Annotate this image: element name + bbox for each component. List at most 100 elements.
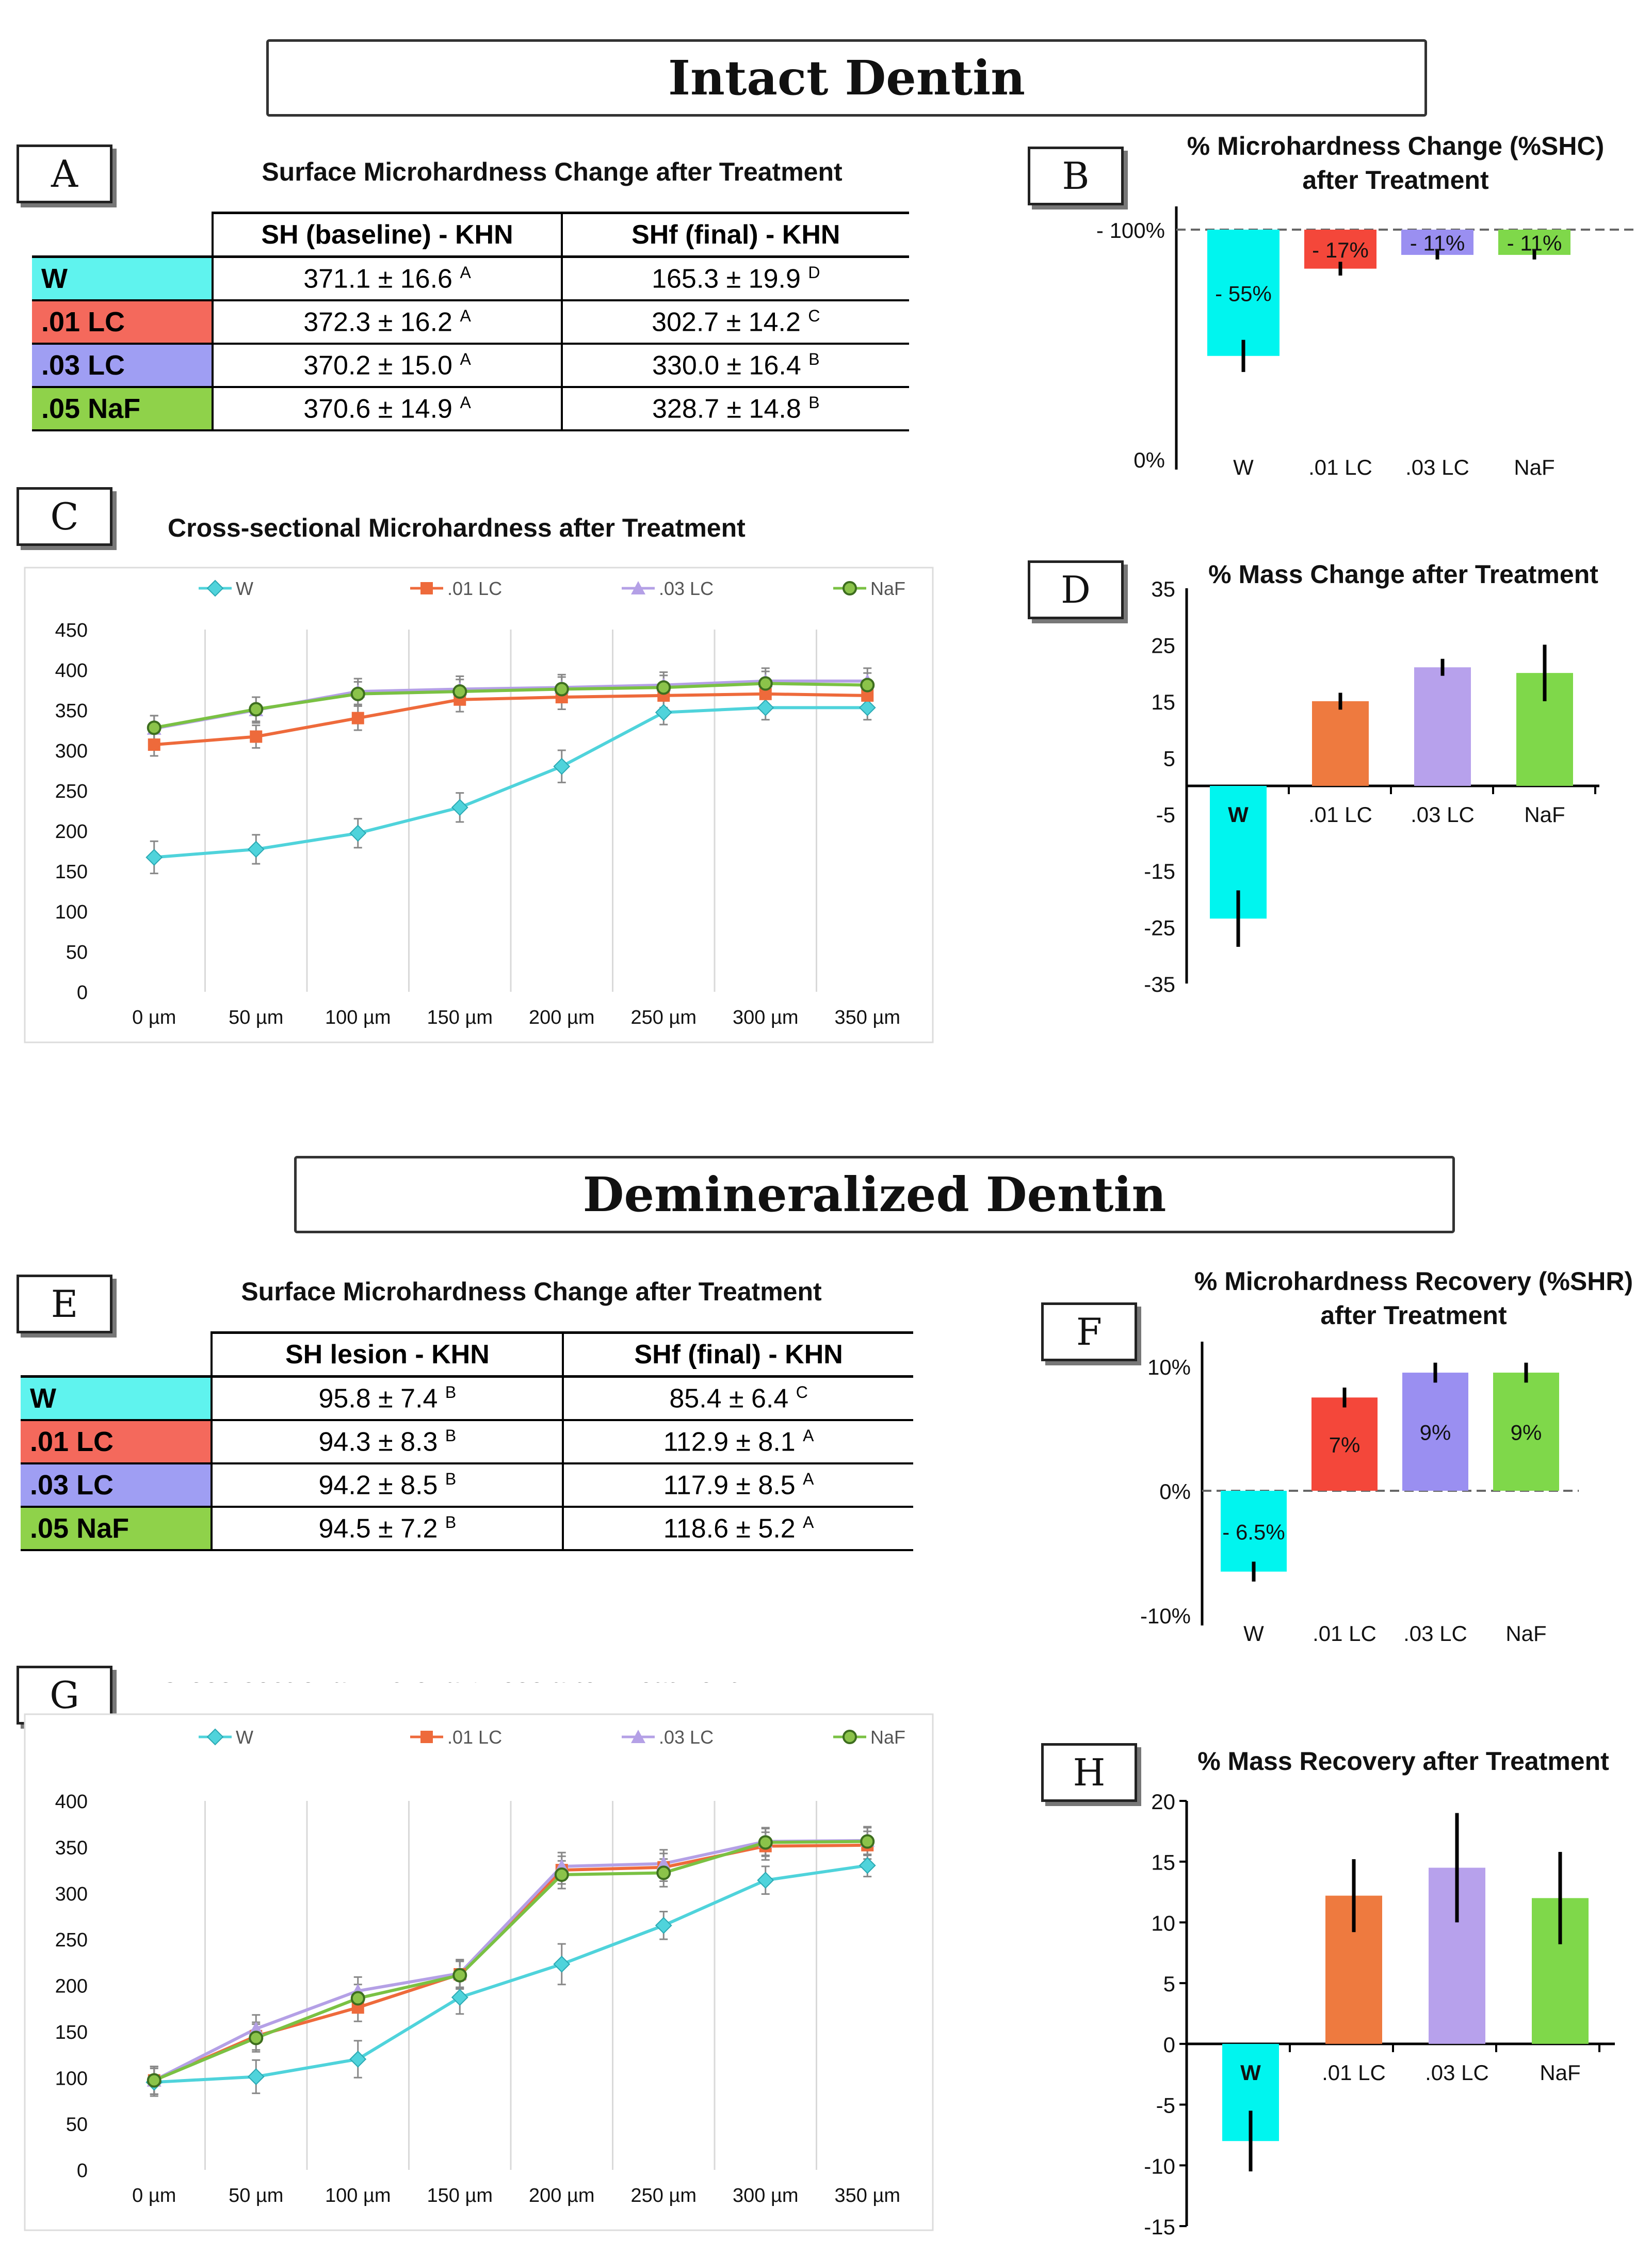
data-point — [860, 1834, 875, 1849]
y-tick-label: 150 — [55, 2022, 88, 2043]
data-point — [860, 678, 875, 692]
data-point — [349, 825, 367, 842]
category-label: NaF — [1524, 802, 1565, 827]
table-e-header-2: SHf (final) - KHN — [562, 1331, 913, 1378]
final-value: 112.9 ± 8.1 A — [562, 1420, 913, 1464]
table-row: W 371.1 ± 16.6 A 165.3 ± 19.9 D — [32, 256, 909, 301]
x-tick-label: 300 µm — [733, 2185, 799, 2206]
series-line-03lc — [153, 1839, 868, 2082]
y-tick-label: 400 — [55, 1791, 88, 1813]
y-tick-label: -10 — [1144, 2154, 1175, 2178]
chart-d-mass-change: % Mass Change after Treatment 35 25 15 5 -5 -1… — [1144, 562, 1599, 996]
chart-h-mass-recovery: % Mass Recovery after Treatment 20 15 10 5 0 -… — [1144, 1749, 1615, 2239]
table-row: .05 NaF 94.5 ± 7.2 B 118.6 ± 5.2 A — [21, 1507, 913, 1551]
data-point — [350, 686, 365, 701]
bar-w — [1207, 230, 1280, 356]
y-tick-label: -15 — [1144, 859, 1175, 883]
x-tick-label: 200 µm — [529, 2185, 595, 2206]
chart-c-cross-sectional: Cross-sectional Microhardness after Trea… — [24, 516, 934, 1043]
data-label: 7% — [1329, 1433, 1361, 1457]
y-tick-label: -35 — [1144, 972, 1175, 996]
data-point — [859, 699, 876, 716]
data-point — [147, 2073, 161, 2088]
chart-title: % Microhardness Change (%SHC) — [1187, 132, 1604, 160]
data-point — [249, 2021, 264, 2035]
x-tick-label: 250 µm — [630, 1007, 697, 1028]
y-tick-label: 20 — [1151, 1790, 1175, 1814]
y-tick-label: 10% — [1147, 1355, 1191, 1379]
data-point — [148, 738, 160, 751]
chart-frame — [24, 1713, 934, 2231]
panel-label-a: A — [17, 144, 112, 203]
y-tick-label: -15 — [1144, 2215, 1175, 2239]
series-line-naf — [153, 1840, 868, 2082]
y-tick-label: 100 — [55, 2068, 88, 2089]
legend-marker — [420, 582, 433, 594]
series-line-01lc — [154, 692, 868, 747]
legend-marker — [420, 1731, 433, 1743]
chart-title-line-2: after Treatment — [1302, 166, 1489, 195]
y-tick-label: 25 — [1151, 633, 1175, 657]
table-row: .03 LC 94.2 ± 8.5 B 117.9 ± 8.5 A — [21, 1463, 913, 1508]
legend-label: .03 LC — [659, 1727, 714, 1748]
y-tick-label: 0% — [1159, 1479, 1191, 1504]
category-label: NaF — [1540, 2060, 1580, 2085]
category-label: W — [1240, 2060, 1261, 2085]
data-point — [554, 682, 569, 697]
chart-title: % Mass Recovery after Treatment — [1197, 1749, 1609, 1776]
category-label: .01 LC — [1308, 455, 1372, 479]
legend-label: .01 LC — [447, 1727, 502, 1748]
legend-marker — [206, 579, 224, 597]
legend-label: W — [236, 578, 253, 599]
y-tick-label: -25 — [1144, 916, 1175, 940]
legend-marker — [206, 1728, 224, 1746]
y-tick-label: 450 — [55, 620, 88, 641]
x-tick-label: 150 µm — [427, 2185, 493, 2206]
y-tick-label: 35 — [1151, 577, 1175, 601]
chart-title: % Mass Change after Treatment — [1208, 562, 1598, 589]
final-value: 302.7 ± 14.2 C — [560, 300, 909, 345]
category-label: .01 LC — [1313, 1621, 1376, 1646]
table-e-header-blank — [21, 1332, 212, 1378]
category-label: .01 LC — [1322, 2060, 1386, 2085]
category-label: .03 LC — [1405, 455, 1469, 479]
table-e-header-1: SH lesion - KHN — [210, 1331, 563, 1378]
x-tick-label: 300 µm — [733, 1007, 799, 1028]
category-label: .03 LC — [1425, 2060, 1489, 2085]
row-label-05naf: .05 NaF — [32, 387, 213, 431]
data-point — [758, 1835, 773, 1850]
data-label: - 6.5% — [1222, 1520, 1285, 1544]
table-row: .01 LC 372.3 ± 16.2 A 302.7 ± 14.2 C — [32, 300, 909, 345]
table-row: .01 LC 94.3 ± 8.3 B 112.9 ± 8.1 A — [21, 1420, 913, 1464]
category-label: W — [1243, 1621, 1264, 1646]
final-value: 330.0 ± 16.4 B — [560, 344, 909, 388]
lesion-value: 95.8 ± 7.4 B — [210, 1376, 563, 1421]
panel-label-f: F — [1041, 1302, 1137, 1361]
legend-label: NaF — [870, 578, 905, 599]
x-tick-label: 150 µm — [427, 1007, 493, 1028]
baseline-value: 371.1 ± 16.6 A — [212, 256, 562, 301]
row-label-01lc: .01 LC — [21, 1420, 212, 1464]
data-point — [554, 1867, 569, 1882]
panel-label-e: E — [17, 1275, 112, 1333]
table-a-header-blank — [32, 213, 213, 258]
bar-naf — [1493, 1373, 1559, 1491]
data-label: - 11% — [1410, 231, 1465, 255]
series-line-w — [154, 1864, 868, 2084]
category-label: W — [1228, 802, 1249, 827]
y-tick-label: 15 — [1151, 1850, 1175, 1875]
data-point — [147, 720, 161, 735]
y-tick-label: 50 — [66, 942, 88, 963]
y-tick-label: 150 — [55, 861, 88, 883]
category-label: .03 LC — [1411, 802, 1475, 827]
legend-label: .03 LC — [659, 578, 714, 599]
section-title-intact: Intact Dentin — [266, 39, 1427, 117]
chart-title: Cross-sectional Microhardness after Trea… — [160, 1682, 738, 1688]
y-tick-label: 0 — [77, 2160, 88, 2182]
x-tick-label: 50 µm — [229, 1007, 283, 1028]
x-tick-label: 250 µm — [630, 2185, 697, 2206]
data-label: 9% — [1420, 1421, 1451, 1445]
data-point — [655, 1916, 672, 1934]
series-line-naf — [154, 682, 868, 730]
chart-title-line-2: after Treatment — [1320, 1301, 1507, 1330]
